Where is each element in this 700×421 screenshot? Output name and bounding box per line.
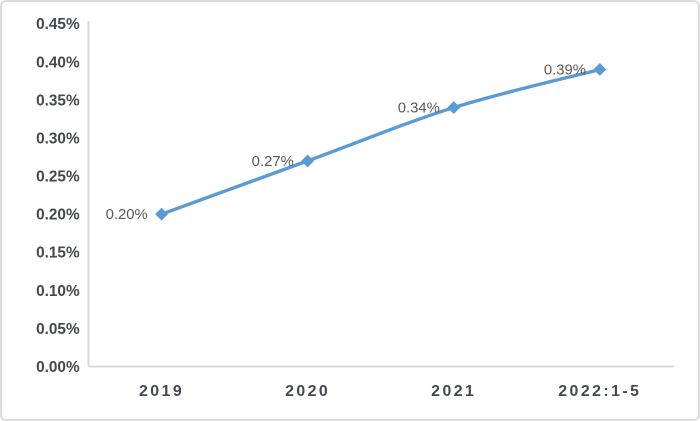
y-tick-label: 0.20% xyxy=(36,207,80,224)
y-tick-label: 0.00% xyxy=(36,359,80,376)
data-label: 0.34% xyxy=(398,101,440,117)
y-tick-label: 0.35% xyxy=(36,92,80,109)
y-tick-label: 0.40% xyxy=(36,54,80,71)
y-tick-label: 0.30% xyxy=(36,130,80,147)
y-tick-label: 0.05% xyxy=(36,321,80,338)
y-tick-label: 0.25% xyxy=(36,169,80,186)
y-tick-label: 0.45% xyxy=(36,16,80,33)
data-label: 0.20% xyxy=(106,207,148,223)
data-point-marker xyxy=(447,101,461,115)
data-point-marker xyxy=(301,154,315,168)
x-tick-label: 2020 xyxy=(285,383,330,400)
data-point-marker xyxy=(593,63,607,76)
x-tick-label: 2021 xyxy=(431,383,476,400)
data-label: 0.27% xyxy=(252,154,294,170)
data-point-marker xyxy=(155,207,168,221)
y-tick-label: 0.15% xyxy=(36,245,80,262)
y-tick-label: 0.10% xyxy=(36,283,80,300)
data-label: 0.39% xyxy=(544,62,586,78)
series-line xyxy=(159,67,602,216)
x-tick-label: 2019 xyxy=(139,383,184,400)
x-tick-label: 2022:1-5 xyxy=(558,383,641,400)
